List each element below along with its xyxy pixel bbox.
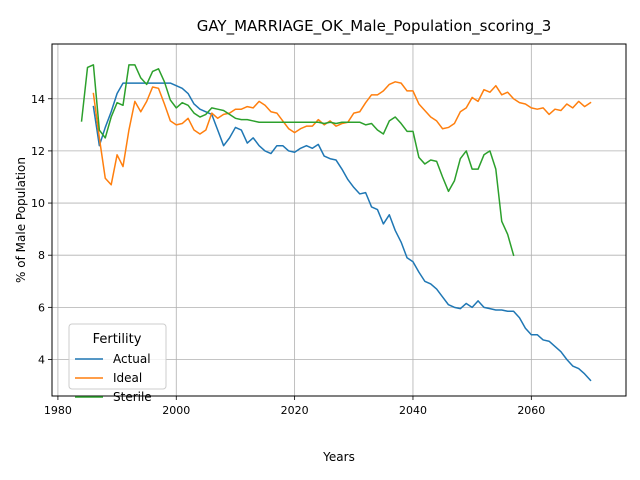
- x-tick-label: 2060: [517, 404, 545, 417]
- series-line-actual: [92, 82, 592, 382]
- y-tick-label: 6: [38, 301, 45, 314]
- y-tick-label: 14: [31, 93, 45, 106]
- series-line-sterile: [80, 64, 515, 257]
- series-line-ideal: [92, 81, 592, 186]
- y-tick-label: 12: [31, 145, 45, 158]
- legend-items: Actual Ideal Sterile: [75, 352, 152, 404]
- plot-area-frame: [51, 43, 627, 397]
- x-tick-label: 2040: [399, 404, 427, 417]
- legend-box: [68, 323, 167, 390]
- legend-label-sterile: Sterile: [113, 390, 152, 404]
- chart-title: GAY_MARRIAGE_OK_Male_Population_scoring_…: [197, 17, 552, 36]
- series-lines: [80, 64, 592, 382]
- legend-title: Fertility: [93, 332, 142, 347]
- y-axis-label: % of Male Population: [14, 157, 28, 283]
- x-tick-label: 2000: [162, 404, 190, 417]
- legend-label-actual: Actual: [113, 352, 151, 366]
- y-tick-label: 10: [31, 197, 45, 210]
- y-tick-label: 8: [38, 249, 45, 262]
- y-tick-label: 4: [38, 353, 45, 366]
- x-tick-label: 2020: [281, 404, 309, 417]
- x-axis-label: Years: [322, 450, 355, 464]
- legend: Fertility Actual Ideal Sterile: [68, 323, 167, 404]
- legend-label-ideal: Ideal: [113, 371, 142, 385]
- x-tick-label: 1980: [44, 404, 72, 417]
- axis-ticks: 1980 2000 2020 2040 2060 4 6 8 10 12 14: [31, 93, 545, 417]
